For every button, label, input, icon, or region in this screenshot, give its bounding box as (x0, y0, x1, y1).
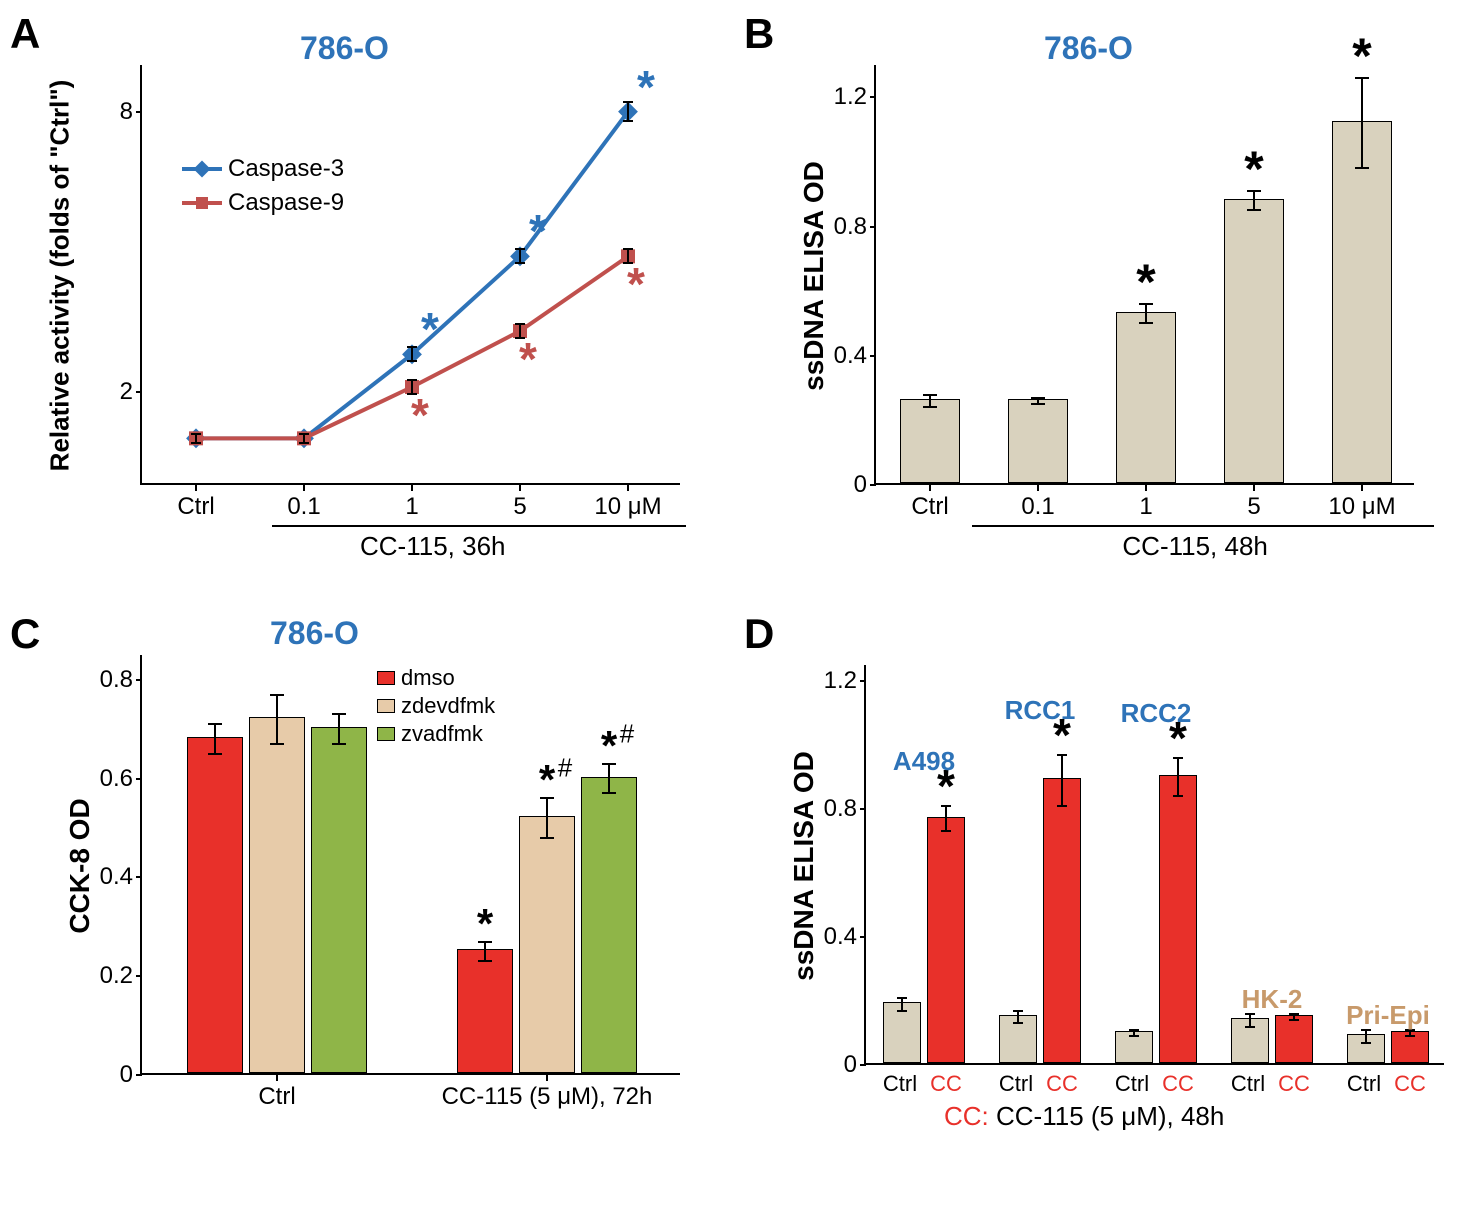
y-axis-label: Relative activity (folds of "Ctrl") (45, 76, 76, 476)
panel-letter: A (10, 10, 40, 58)
x-axis-label: CC-115, 36h (360, 531, 506, 562)
figure-grid: A 786-O28Ctrl0.11510 μM******Caspase-3Cas… (10, 10, 1458, 1190)
panel-a: A 786-O28Ctrl0.11510 μM******Caspase-3Cas… (10, 10, 724, 590)
panel-c: C786-O00.20.40.60.8CtrlCC-115 (5 μM), 72… (10, 610, 724, 1190)
panel-b: B786-O00.40.81.2Ctrl0.11510 μM***ssDNA E… (744, 10, 1458, 590)
panel-d: D00.40.81.2CtrlCC*A498CtrlCC*RCC1CtrlCC*… (744, 610, 1458, 1190)
panel-title: 786-O (300, 30, 389, 67)
chart-area: 28Ctrl0.11510 μM******Caspase-3Caspase-9 (140, 65, 680, 485)
